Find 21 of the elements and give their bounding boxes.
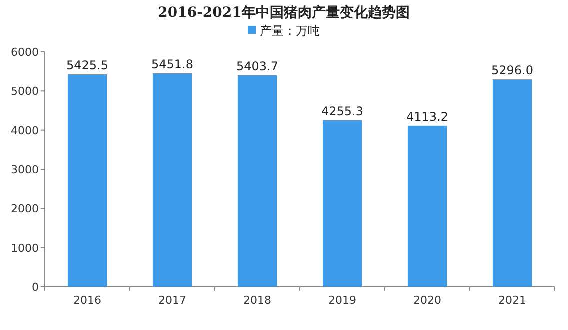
data-label: 5296.0 xyxy=(492,64,534,78)
ytick: 1000 xyxy=(11,242,39,255)
data-label: 5403.7 xyxy=(236,59,278,74)
data-label: 4113.2 xyxy=(406,110,448,124)
legend-text: 产量：万吨 xyxy=(260,24,320,38)
ytick: 6000 xyxy=(11,46,39,59)
xtick: 2017 xyxy=(158,294,186,307)
data-label: 5451.8 xyxy=(152,57,194,72)
ytick: 4000 xyxy=(11,124,39,138)
xtick: 2018 xyxy=(244,294,272,307)
ytick: 5000 xyxy=(11,85,39,98)
xtick: 2019 xyxy=(328,294,356,307)
ytick: 2000 xyxy=(11,202,39,216)
ytick: 0 xyxy=(32,281,39,294)
data-label: 5425.5 xyxy=(66,58,108,72)
xtick: 2021 xyxy=(498,294,526,307)
data-label: 4255.3 xyxy=(322,104,364,118)
ytick: 3000 xyxy=(11,164,39,176)
xtick: 2016 xyxy=(74,294,102,307)
title: 2016-2021年中国猪肉产量变化趋势图 xyxy=(158,5,410,21)
xtick: 2020 xyxy=(414,294,442,307)
